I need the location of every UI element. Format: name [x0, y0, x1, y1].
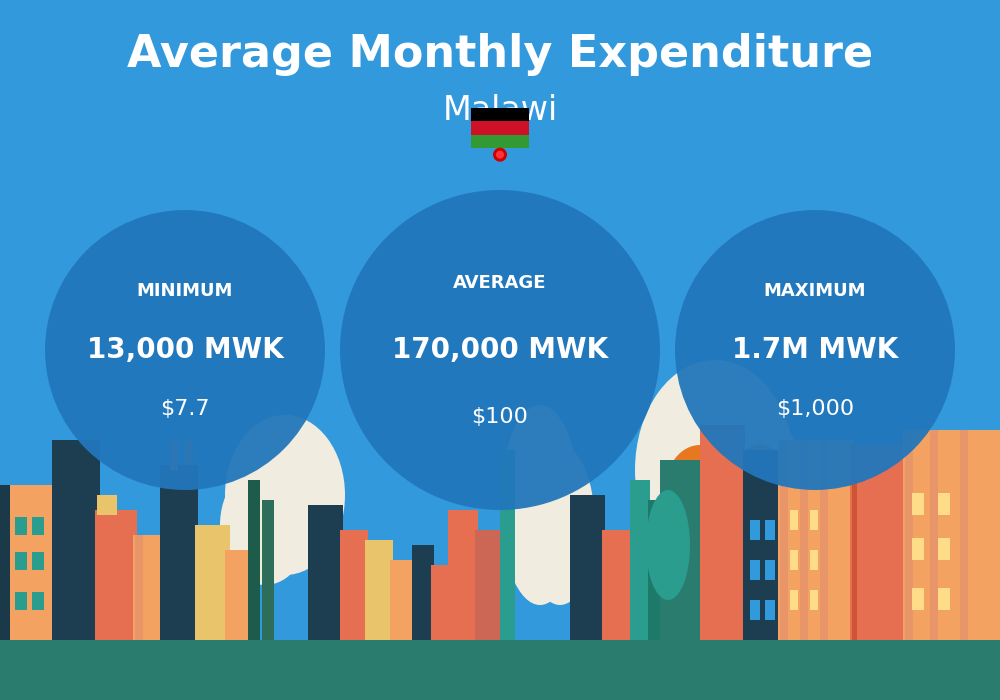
FancyBboxPatch shape	[52, 440, 100, 640]
Text: MAXIMUM: MAXIMUM	[764, 282, 866, 300]
Circle shape	[45, 210, 325, 490]
FancyBboxPatch shape	[750, 560, 760, 580]
FancyBboxPatch shape	[97, 495, 117, 515]
FancyBboxPatch shape	[95, 510, 137, 640]
FancyBboxPatch shape	[570, 495, 605, 640]
FancyBboxPatch shape	[448, 510, 478, 640]
FancyBboxPatch shape	[195, 525, 230, 640]
FancyBboxPatch shape	[471, 134, 529, 148]
FancyBboxPatch shape	[850, 445, 905, 640]
FancyBboxPatch shape	[630, 480, 650, 640]
FancyBboxPatch shape	[750, 600, 760, 620]
FancyBboxPatch shape	[412, 545, 434, 640]
FancyBboxPatch shape	[743, 450, 781, 640]
FancyBboxPatch shape	[365, 540, 393, 640]
Text: $100: $100	[472, 407, 528, 427]
FancyBboxPatch shape	[185, 440, 193, 465]
FancyBboxPatch shape	[170, 440, 178, 470]
Ellipse shape	[635, 360, 795, 580]
FancyBboxPatch shape	[930, 430, 938, 640]
Ellipse shape	[500, 405, 580, 605]
FancyBboxPatch shape	[912, 588, 924, 610]
Text: MINIMUM: MINIMUM	[137, 282, 233, 300]
FancyBboxPatch shape	[750, 520, 760, 540]
FancyBboxPatch shape	[912, 538, 924, 560]
FancyBboxPatch shape	[15, 552, 27, 570]
FancyBboxPatch shape	[903, 430, 1000, 640]
FancyBboxPatch shape	[648, 500, 666, 640]
FancyBboxPatch shape	[160, 465, 198, 640]
FancyBboxPatch shape	[702, 425, 743, 430]
FancyBboxPatch shape	[308, 505, 343, 640]
FancyBboxPatch shape	[938, 588, 950, 610]
FancyBboxPatch shape	[800, 440, 808, 640]
FancyBboxPatch shape	[0, 640, 1000, 700]
Circle shape	[675, 210, 955, 490]
FancyBboxPatch shape	[938, 538, 950, 560]
Circle shape	[340, 190, 660, 510]
Text: Average Monthly Expenditure: Average Monthly Expenditure	[127, 34, 873, 76]
Ellipse shape	[220, 465, 310, 585]
FancyBboxPatch shape	[15, 592, 27, 610]
Text: Malawi: Malawi	[442, 94, 558, 127]
FancyBboxPatch shape	[135, 535, 143, 640]
FancyBboxPatch shape	[32, 592, 44, 610]
Ellipse shape	[646, 490, 690, 600]
FancyBboxPatch shape	[765, 560, 775, 580]
Text: $1,000: $1,000	[776, 399, 854, 419]
FancyBboxPatch shape	[500, 450, 515, 640]
FancyBboxPatch shape	[475, 530, 500, 640]
FancyBboxPatch shape	[133, 535, 163, 640]
FancyBboxPatch shape	[32, 552, 44, 570]
FancyBboxPatch shape	[0, 485, 55, 640]
FancyBboxPatch shape	[912, 493, 924, 515]
Text: 170,000 MWK: 170,000 MWK	[392, 336, 608, 364]
FancyBboxPatch shape	[0, 485, 10, 640]
Ellipse shape	[730, 445, 790, 525]
Text: AVERAGE: AVERAGE	[453, 274, 547, 292]
Text: $7.7: $7.7	[160, 399, 210, 419]
FancyBboxPatch shape	[790, 590, 798, 610]
FancyBboxPatch shape	[938, 493, 950, 515]
Ellipse shape	[665, 445, 735, 535]
FancyBboxPatch shape	[340, 530, 368, 640]
FancyBboxPatch shape	[960, 430, 968, 640]
FancyBboxPatch shape	[431, 565, 451, 640]
Ellipse shape	[225, 415, 345, 575]
FancyBboxPatch shape	[905, 430, 913, 640]
FancyBboxPatch shape	[32, 517, 44, 535]
FancyBboxPatch shape	[780, 440, 788, 640]
Text: 13,000 MWK: 13,000 MWK	[87, 336, 283, 364]
FancyBboxPatch shape	[602, 530, 630, 640]
FancyBboxPatch shape	[765, 520, 775, 540]
Circle shape	[493, 148, 507, 162]
FancyBboxPatch shape	[820, 440, 828, 640]
FancyBboxPatch shape	[262, 500, 274, 640]
Ellipse shape	[690, 410, 810, 590]
Circle shape	[496, 150, 504, 159]
FancyBboxPatch shape	[471, 108, 529, 121]
FancyBboxPatch shape	[248, 480, 260, 640]
FancyBboxPatch shape	[810, 510, 818, 530]
FancyBboxPatch shape	[778, 440, 853, 640]
FancyBboxPatch shape	[225, 550, 253, 640]
FancyBboxPatch shape	[390, 560, 415, 640]
FancyBboxPatch shape	[765, 600, 775, 620]
FancyBboxPatch shape	[852, 445, 857, 640]
Ellipse shape	[525, 445, 595, 605]
FancyBboxPatch shape	[15, 517, 27, 535]
FancyBboxPatch shape	[471, 121, 529, 134]
FancyBboxPatch shape	[700, 425, 745, 640]
FancyBboxPatch shape	[790, 510, 798, 530]
FancyBboxPatch shape	[790, 550, 798, 570]
Text: 1.7M MWK: 1.7M MWK	[732, 336, 898, 364]
FancyBboxPatch shape	[810, 550, 818, 570]
FancyBboxPatch shape	[810, 590, 818, 610]
FancyBboxPatch shape	[660, 460, 700, 640]
